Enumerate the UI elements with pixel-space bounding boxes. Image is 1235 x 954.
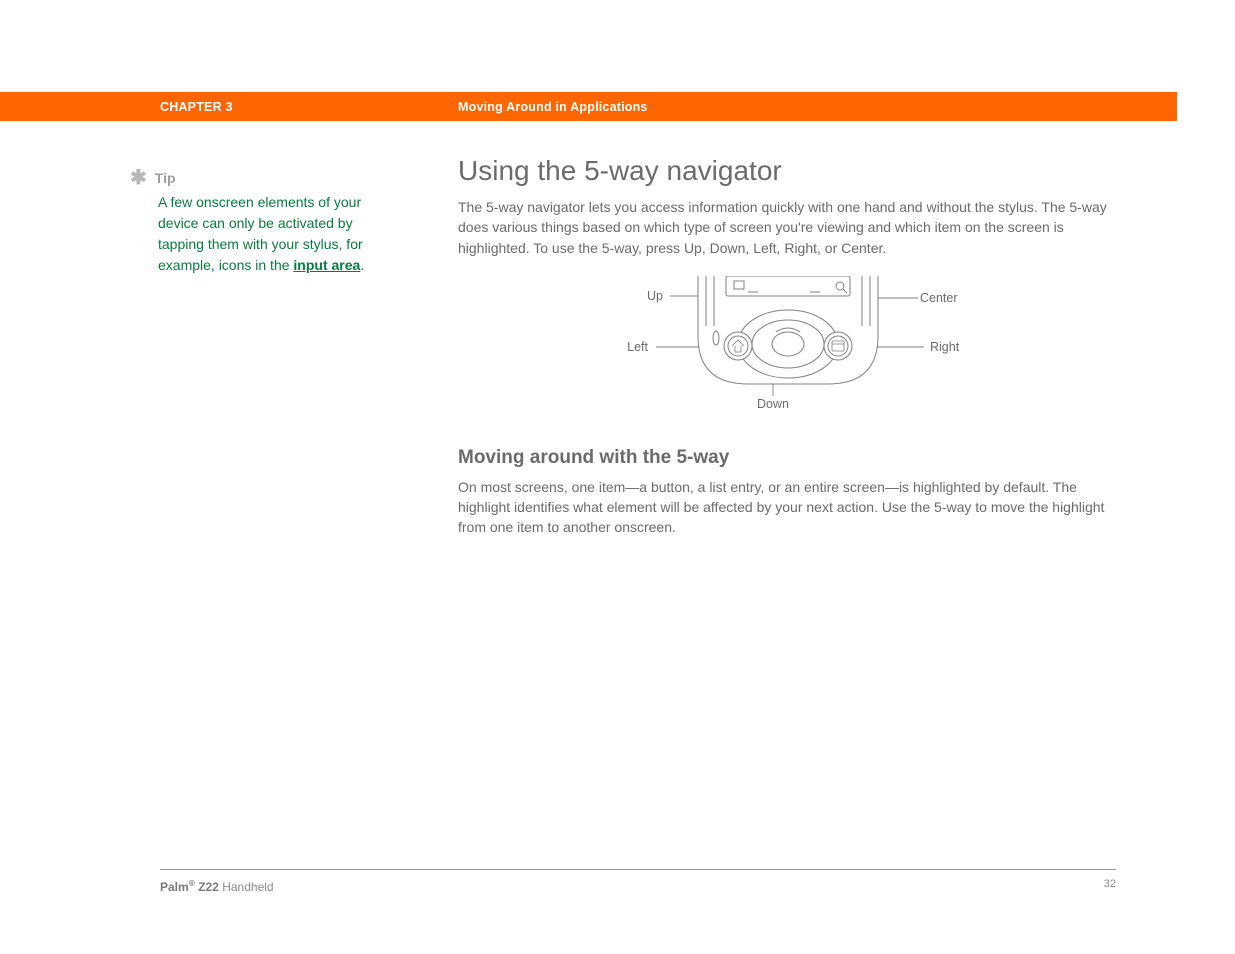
chapter-title: Moving Around in Applications bbox=[458, 100, 648, 114]
chapter-header-band: CHAPTER 3 Moving Around in Applications bbox=[0, 92, 1177, 121]
tip-label: Tip bbox=[155, 170, 176, 186]
footer-model: Z22 bbox=[195, 880, 219, 894]
footer-rule bbox=[160, 869, 1116, 870]
page-number: 32 bbox=[1104, 878, 1116, 894]
tip-heading-row: ✱ Tip bbox=[130, 168, 410, 188]
asterisk-icon: ✱ bbox=[130, 168, 147, 188]
footer-product: Palm® Z22 Handheld bbox=[160, 878, 274, 894]
label-left: Left bbox=[627, 340, 648, 354]
chapter-label: CHAPTER 3 bbox=[160, 100, 233, 114]
input-area-link[interactable]: input area bbox=[293, 257, 360, 273]
intro-paragraph: The 5-way navigator lets you access info… bbox=[458, 197, 1118, 258]
sub-paragraph: On most screens, one item—a button, a li… bbox=[458, 477, 1118, 538]
tip-text-post: . bbox=[360, 257, 364, 273]
device-outline bbox=[698, 276, 878, 384]
main-content: Using the 5-way navigator The 5-way navi… bbox=[458, 155, 1118, 538]
footer-brand: Palm bbox=[160, 880, 189, 894]
subheading: Moving around with the 5-way bbox=[458, 447, 1118, 469]
tip-body: A few onscreen elements of your device c… bbox=[158, 192, 398, 276]
label-up: Up bbox=[647, 289, 663, 303]
navigator-diagram: Up Left Center Right Down bbox=[548, 276, 1028, 421]
footer-rest: Handheld bbox=[219, 880, 274, 894]
label-down: Down bbox=[757, 397, 789, 411]
label-center: Center bbox=[920, 291, 958, 305]
page-heading: Using the 5-way navigator bbox=[458, 155, 1118, 187]
page-footer: Palm® Z22 Handheld 32 bbox=[160, 878, 1116, 894]
label-right: Right bbox=[930, 340, 960, 354]
tip-sidebar: ✱ Tip A few onscreen elements of your de… bbox=[130, 168, 410, 276]
